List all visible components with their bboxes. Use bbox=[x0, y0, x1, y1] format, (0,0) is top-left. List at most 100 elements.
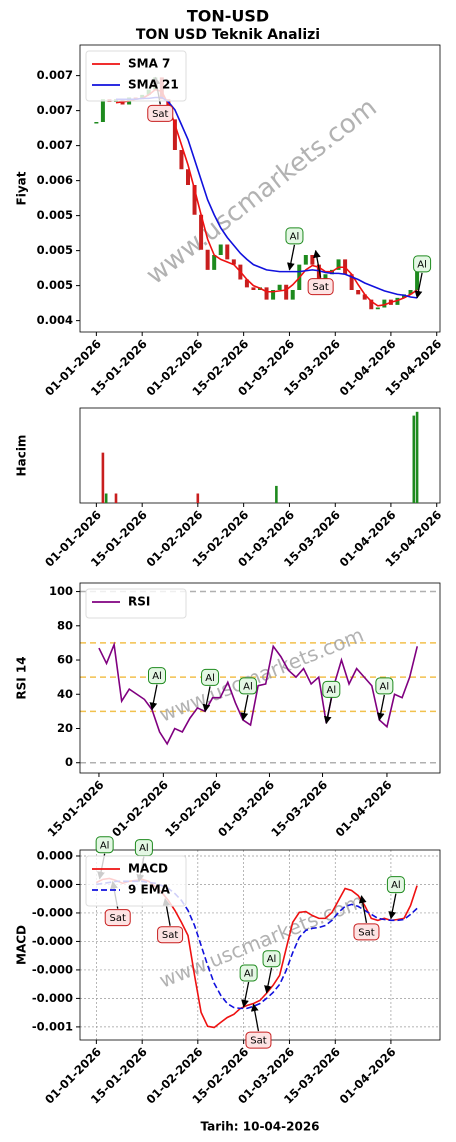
candle bbox=[199, 214, 204, 250]
candle bbox=[251, 287, 256, 290]
annotation-arrow bbox=[287, 244, 296, 271]
y-tick-label: 0.007 bbox=[37, 68, 73, 82]
y-tick-label: -0.000 bbox=[32, 962, 73, 976]
y-tick-label: 0.005 bbox=[37, 243, 73, 257]
annotation-label: Al bbox=[100, 840, 110, 851]
y-tick-label: 40 bbox=[57, 687, 73, 701]
annotation-label: Al bbox=[380, 681, 390, 692]
annotation-label: Sat bbox=[110, 913, 126, 924]
candle bbox=[264, 287, 269, 300]
annotation-box bbox=[322, 680, 341, 698]
candle bbox=[395, 297, 400, 305]
y-axis-label: RSI 14 bbox=[15, 656, 29, 699]
y-tick-label: 100 bbox=[49, 584, 73, 598]
y-tick-label: -0.000 bbox=[32, 905, 73, 919]
candle bbox=[382, 299, 387, 308]
legend-label: RSI bbox=[128, 595, 150, 609]
annotation-box bbox=[413, 255, 432, 273]
candle bbox=[303, 255, 308, 265]
candle bbox=[231, 259, 236, 265]
annotation-label: Sat bbox=[312, 282, 328, 293]
candle bbox=[369, 299, 374, 310]
annotation-arrow bbox=[202, 686, 211, 713]
x-tick-label: 15-01-2026 bbox=[45, 778, 107, 840]
annotation-label: Sat bbox=[358, 927, 374, 938]
bar bbox=[114, 493, 118, 503]
candle bbox=[356, 290, 361, 295]
candle bbox=[316, 264, 321, 280]
candle bbox=[336, 259, 341, 270]
candle bbox=[375, 307, 380, 310]
annotation-arrow bbox=[149, 684, 158, 711]
y-tick-label: 0.005 bbox=[37, 208, 73, 222]
annotation-box bbox=[307, 278, 334, 296]
candle bbox=[290, 290, 295, 300]
y-tick-label: -0.000 bbox=[32, 934, 73, 948]
y-tick-label: -0.000 bbox=[32, 991, 73, 1005]
candle bbox=[179, 150, 184, 170]
annotation-label: Al bbox=[290, 231, 300, 242]
annotation-box bbox=[386, 876, 405, 894]
annotation-arrow bbox=[358, 895, 368, 923]
candle bbox=[362, 294, 367, 300]
annotation-arrow bbox=[388, 893, 397, 920]
annotation-label: Al bbox=[391, 880, 401, 891]
y-axis-label: Fiyat bbox=[15, 171, 29, 205]
candle bbox=[277, 284, 282, 290]
chart-title: TON-USD bbox=[187, 7, 269, 26]
annotation-label: Al bbox=[244, 968, 254, 979]
bar bbox=[101, 452, 105, 503]
candle bbox=[415, 271, 420, 290]
y-tick-label: 0 bbox=[65, 755, 73, 769]
annotation-label: Al bbox=[205, 673, 215, 684]
y-tick-label: 0.000 bbox=[37, 848, 73, 862]
annotation-box bbox=[375, 677, 394, 695]
annotation-label: Sat bbox=[250, 1036, 266, 1047]
annotation-box bbox=[147, 104, 174, 122]
candle bbox=[100, 99, 105, 122]
candle bbox=[205, 249, 210, 270]
candle bbox=[408, 290, 413, 295]
annotation-label: Sat bbox=[152, 109, 168, 120]
annotation-box bbox=[238, 677, 257, 695]
annotation-arrow bbox=[241, 981, 250, 1008]
annotation-arrow bbox=[376, 694, 386, 721]
x-tick-label: 15-03-2026 bbox=[268, 778, 330, 840]
y-tick-label: 0.006 bbox=[37, 173, 73, 187]
annotation-label: Al bbox=[327, 685, 337, 696]
annotation-box bbox=[262, 950, 281, 968]
annotation-arrow bbox=[240, 694, 249, 721]
bar bbox=[275, 485, 278, 503]
candle bbox=[172, 119, 177, 150]
annotation-box bbox=[245, 1031, 272, 1049]
annotation-label: Al bbox=[139, 843, 149, 854]
annotation-arrow bbox=[250, 1003, 260, 1032]
y-tick-label: 20 bbox=[57, 721, 73, 735]
candle bbox=[349, 274, 354, 290]
annotation-box bbox=[285, 227, 304, 245]
candle bbox=[323, 274, 328, 280]
annotation-box bbox=[239, 964, 258, 982]
panel: 01-01-202615-01-202601-02-202615-02-2026… bbox=[15, 407, 444, 570]
y-tick-label: 60 bbox=[57, 653, 73, 667]
bar bbox=[104, 493, 108, 503]
y-tick-label: 80 bbox=[57, 618, 73, 632]
annotation-label: Al bbox=[152, 671, 162, 682]
annotation-arrow bbox=[414, 272, 423, 299]
watermark: www.uscmarkets.com bbox=[156, 889, 367, 993]
annotation-label: Al bbox=[417, 259, 427, 270]
y-axis-label: MACD bbox=[15, 925, 29, 965]
x-tick-label: 01-04-2026 bbox=[333, 778, 395, 840]
y-tick-label: 0.000 bbox=[37, 877, 73, 891]
candle bbox=[218, 244, 223, 255]
panel: www.uscmarkets.com02040608010015-01-2026… bbox=[15, 582, 441, 840]
annotation-box bbox=[95, 836, 114, 854]
y-axis-label: Hacim bbox=[15, 435, 29, 477]
annotation-box bbox=[104, 909, 131, 927]
series-line bbox=[98, 641, 419, 746]
panel: www.uscmarkets.com 0.000 0.000 -0.000 -0.000… bbox=[15, 836, 441, 1134]
bar bbox=[415, 411, 419, 503]
plot-frame bbox=[79, 407, 441, 504]
candle bbox=[192, 185, 197, 215]
